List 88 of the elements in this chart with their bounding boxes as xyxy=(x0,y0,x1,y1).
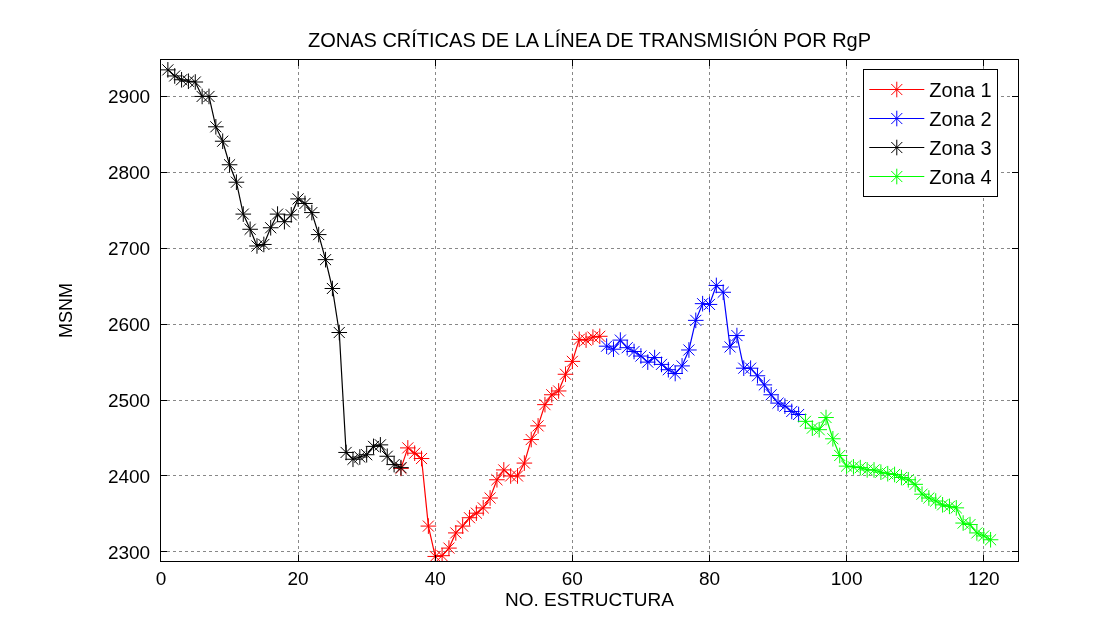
point xyxy=(557,365,574,383)
x-tick-label: 40 xyxy=(424,567,446,589)
point xyxy=(550,382,567,400)
point xyxy=(468,504,485,522)
x-tick-label: 0 xyxy=(155,567,167,589)
point xyxy=(714,283,732,301)
x-tick-label: 80 xyxy=(698,567,721,589)
point xyxy=(161,61,177,79)
point xyxy=(543,386,561,404)
y-axis-title: MSNM xyxy=(56,283,77,338)
point xyxy=(529,417,547,435)
point xyxy=(495,461,513,479)
point xyxy=(324,280,341,297)
point xyxy=(474,499,492,517)
point xyxy=(749,367,766,385)
point xyxy=(337,444,355,461)
x-axis-title: NO. ESTRUCTURA xyxy=(505,588,675,610)
x-tick-label: 60 xyxy=(561,567,583,589)
point xyxy=(248,237,266,255)
point xyxy=(406,444,423,462)
point xyxy=(522,431,540,448)
y-tick-label: 2400 xyxy=(107,465,151,487)
y-tick-label: 2600 xyxy=(107,313,151,335)
point xyxy=(440,539,458,557)
point xyxy=(399,439,417,457)
point xyxy=(728,327,746,344)
point xyxy=(351,448,369,466)
point xyxy=(420,517,437,535)
point xyxy=(214,132,231,150)
y-tick-label: 2900 xyxy=(107,86,151,108)
point xyxy=(481,489,499,507)
point xyxy=(646,349,663,366)
point xyxy=(276,213,293,230)
point xyxy=(207,118,225,136)
point xyxy=(817,409,835,426)
point xyxy=(221,156,238,174)
point xyxy=(344,450,362,468)
point xyxy=(639,353,657,371)
point xyxy=(447,524,465,542)
point xyxy=(536,396,554,413)
point xyxy=(673,357,691,375)
point xyxy=(255,236,273,253)
point xyxy=(228,173,245,191)
point xyxy=(461,509,478,527)
point xyxy=(653,356,670,373)
point xyxy=(282,206,300,224)
point xyxy=(831,447,849,464)
point xyxy=(241,220,259,238)
y-tick-label: 2700 xyxy=(107,237,151,259)
point xyxy=(756,376,773,394)
point xyxy=(454,517,471,535)
x-tick-label: 120 xyxy=(967,567,1000,589)
legend-label: Zona 1 xyxy=(929,79,992,102)
point xyxy=(269,205,286,223)
point xyxy=(516,454,533,472)
x-tick-label: 100 xyxy=(830,567,863,589)
point xyxy=(310,226,327,243)
legend-label: Zona 3 xyxy=(929,137,992,160)
point xyxy=(413,450,430,467)
point xyxy=(262,219,279,237)
point xyxy=(797,413,814,430)
point xyxy=(433,547,451,561)
point xyxy=(317,251,334,268)
chart-title: ZONAS CRÍTICAS DE LA LÍNEA DE TRANSMISIÓN POR RgP xyxy=(307,29,872,51)
x-tick-label: 20 xyxy=(287,567,309,589)
point xyxy=(488,471,506,489)
point xyxy=(303,204,321,221)
y-tick-label: 2300 xyxy=(107,541,151,563)
point xyxy=(330,324,348,341)
point xyxy=(591,328,609,345)
point xyxy=(687,312,705,329)
point xyxy=(584,328,602,346)
point xyxy=(762,386,780,404)
point xyxy=(708,277,725,294)
point xyxy=(234,205,252,223)
point xyxy=(564,353,581,370)
legend-label: Zona 4 xyxy=(929,166,992,189)
point xyxy=(824,430,842,448)
point xyxy=(365,438,382,455)
point xyxy=(721,338,739,356)
point xyxy=(378,447,396,465)
point xyxy=(612,331,629,349)
point xyxy=(680,341,698,359)
point xyxy=(372,436,389,454)
y-tick-label: 2500 xyxy=(107,389,151,411)
legend-label: Zona 2 xyxy=(929,108,992,131)
point xyxy=(358,446,375,464)
y-tick-label: 2800 xyxy=(107,162,151,183)
